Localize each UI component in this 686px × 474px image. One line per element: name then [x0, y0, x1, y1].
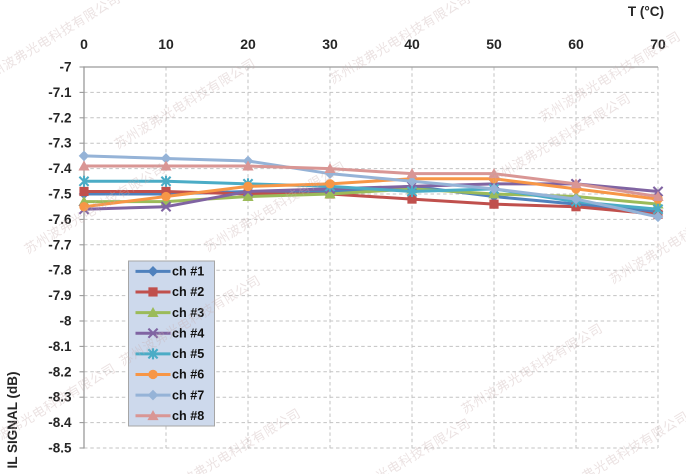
data-point-marker: [78, 150, 90, 162]
legend-marker: [148, 369, 158, 380]
series-line: [82, 154, 660, 219]
x-tick-label: 50: [486, 36, 502, 52]
y-tick-label: -8.1: [48, 339, 72, 354]
x-tick-label: 0: [80, 36, 88, 52]
data-point-marker: [407, 194, 417, 204]
legend-label: ch #6: [172, 368, 204, 382]
x-tick-label: 70: [650, 36, 666, 52]
legend-label: ch #4: [172, 326, 204, 340]
series-line: [82, 177, 660, 209]
legend-label: ch #3: [172, 306, 204, 320]
data-point-marker: [324, 163, 336, 173]
y-tick-label: -7.9: [48, 288, 71, 303]
legend-marker: [147, 348, 159, 360]
series-line: [82, 164, 660, 199]
data-point-marker: [489, 199, 499, 209]
data-point-marker: [243, 181, 253, 192]
y-tick-label: -7.3: [48, 136, 72, 151]
y-tick-label: -8.4: [48, 415, 72, 430]
data-point-marker: [242, 160, 254, 171]
x-tick-label: 30: [322, 36, 338, 52]
legend-item: ch #1: [135, 265, 204, 279]
y-tick-label: -7.7: [48, 237, 71, 252]
y-tick-label: -8.3: [48, 390, 72, 405]
y-tick-label: -7.2: [48, 110, 71, 125]
data-point-marker: [160, 201, 172, 213]
data-point-marker: [325, 179, 335, 189]
tick-labels: 0 10 20 30 40 50 60 70 -7 -7.1 -7.2 -7.3 -7.4 -7.5 -7.…: [48, 36, 666, 456]
data-point-marker: [161, 191, 171, 202]
legend-box: [128, 260, 215, 427]
data-point-marker: [242, 190, 254, 201]
legend-item: ch #2: [135, 285, 204, 299]
legend-label: ch #2: [172, 285, 204, 299]
data-point-marker: [406, 176, 418, 187]
legend-marker: [147, 306, 159, 317]
x-tick-label: 40: [404, 36, 420, 52]
y-tick-label: -8: [59, 314, 71, 329]
y-tick-label: -8.2: [48, 364, 71, 379]
data-point-marker: [160, 175, 172, 187]
data-point-marker: [406, 168, 418, 179]
data-point-marker: [324, 188, 336, 199]
y-tick-label: -7.4: [48, 161, 72, 176]
series-lines: [78, 150, 664, 223]
data-point-marker: [406, 185, 418, 198]
x-tick-label: 20: [240, 36, 256, 52]
y-tick-label: -7.5: [48, 187, 72, 202]
legend-label: ch #7: [172, 388, 204, 402]
data-point-marker: [78, 160, 90, 171]
y-tick-label: -7.6: [48, 212, 72, 227]
legend-marker: [148, 287, 158, 297]
data-point-marker: [652, 211, 664, 223]
legend-marker: [147, 266, 159, 277]
y-axis-title: IL SIGNAL (dB): [5, 372, 20, 469]
data-point-marker: [488, 168, 500, 179]
series-line: [82, 189, 660, 216]
data-point-marker: [570, 178, 582, 189]
legend-marker: [147, 410, 159, 421]
x-tick-label: 10: [158, 36, 174, 52]
data-point-marker: [652, 190, 664, 201]
data-point-marker: [160, 153, 172, 164]
data-point-marker: [570, 193, 582, 205]
legend-marker: [147, 327, 159, 339]
legend-item: ch #3: [135, 306, 204, 320]
data-point-marker: [78, 175, 90, 187]
y-tick-label: -7: [59, 60, 71, 75]
data-point-marker: [160, 160, 172, 171]
legend-label: ch #8: [172, 409, 204, 423]
legend: ch #1 ch #2 ch #3 ch #4 ch #5 ch #6 ch #7 ch #8: [128, 260, 215, 427]
y-tick-label: -8.5: [48, 441, 72, 456]
data-point-marker: [79, 202, 89, 212]
legend-marker: [147, 389, 159, 401]
y-tick-label: -7.8: [48, 263, 72, 278]
legend-item: ch #5: [135, 347, 204, 361]
legend-item: ch #6: [135, 368, 204, 382]
y-tick-label: -7.1: [48, 85, 72, 100]
x-axis-title: T (°C): [628, 4, 664, 19]
series-ch-8: [78, 160, 664, 201]
legend-item: ch #4: [135, 326, 204, 340]
data-point-marker: [488, 183, 500, 195]
x-tick-label: 60: [568, 36, 584, 52]
legend-label: ch #1: [172, 265, 204, 279]
legend-item: ch #7: [135, 388, 204, 402]
legend-label: ch #5: [172, 347, 204, 361]
data-point-marker: [161, 186, 171, 197]
legend-item: ch #8: [135, 409, 204, 423]
series-line: [82, 179, 660, 211]
data-point-marker: [79, 186, 89, 197]
